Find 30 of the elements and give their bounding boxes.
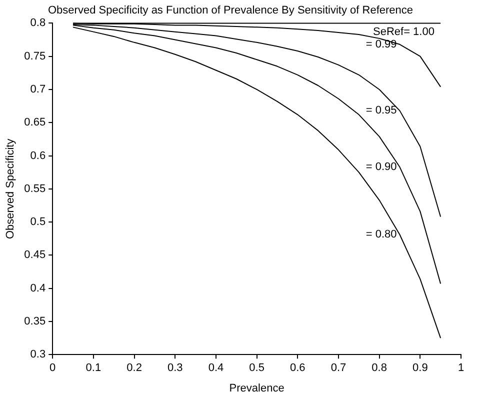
series-label: = 0.90 xyxy=(366,161,397,174)
series-label: = 0.95 xyxy=(366,104,397,117)
y-axis-title: Observed Specificity xyxy=(4,138,17,240)
y-tick-label: 0.35 xyxy=(24,315,46,328)
series-label: SeRef= 1.00 xyxy=(373,26,434,38)
x-tick-label: 0 xyxy=(50,362,56,374)
y-tick-label: 0.4 xyxy=(30,282,46,294)
y-tick-label: 0.6 xyxy=(30,150,46,162)
x-tick-label: 0.5 xyxy=(249,362,264,374)
x-tick-label: 1 xyxy=(458,362,464,374)
x-tick-label: 0.7 xyxy=(330,362,346,374)
x-tick-label: 0.2 xyxy=(126,362,142,374)
series-label: = 0.80 xyxy=(366,228,397,241)
x-tick-label: 0.8 xyxy=(372,362,387,374)
x-tick-label: 0.3 xyxy=(167,362,183,374)
x-tick-label: 0.6 xyxy=(290,362,306,374)
y-tick-label: 0.65 xyxy=(24,116,46,129)
y-tick-label: 0.8 xyxy=(30,17,46,30)
y-tick-label: 0.5 xyxy=(30,216,46,228)
y-tick-label: 0.7 xyxy=(30,84,46,96)
x-tick-label: 0.9 xyxy=(412,362,428,374)
series-label: = 0.99 xyxy=(366,38,397,50)
y-tick-label: 0.45 xyxy=(24,249,46,262)
x-axis-title: Prevalence xyxy=(229,382,284,394)
x-tick-label: 0.1 xyxy=(86,362,102,374)
y-tick-label: 0.75 xyxy=(24,50,46,62)
y-tick-label: 0.3 xyxy=(30,348,46,361)
y-tick-label: 0.55 xyxy=(24,182,46,195)
chart-title: Observed Specificity as Function of Prevalence By Sensitivity of Reference xyxy=(48,4,414,17)
x-tick-label: 0.4 xyxy=(208,362,224,374)
